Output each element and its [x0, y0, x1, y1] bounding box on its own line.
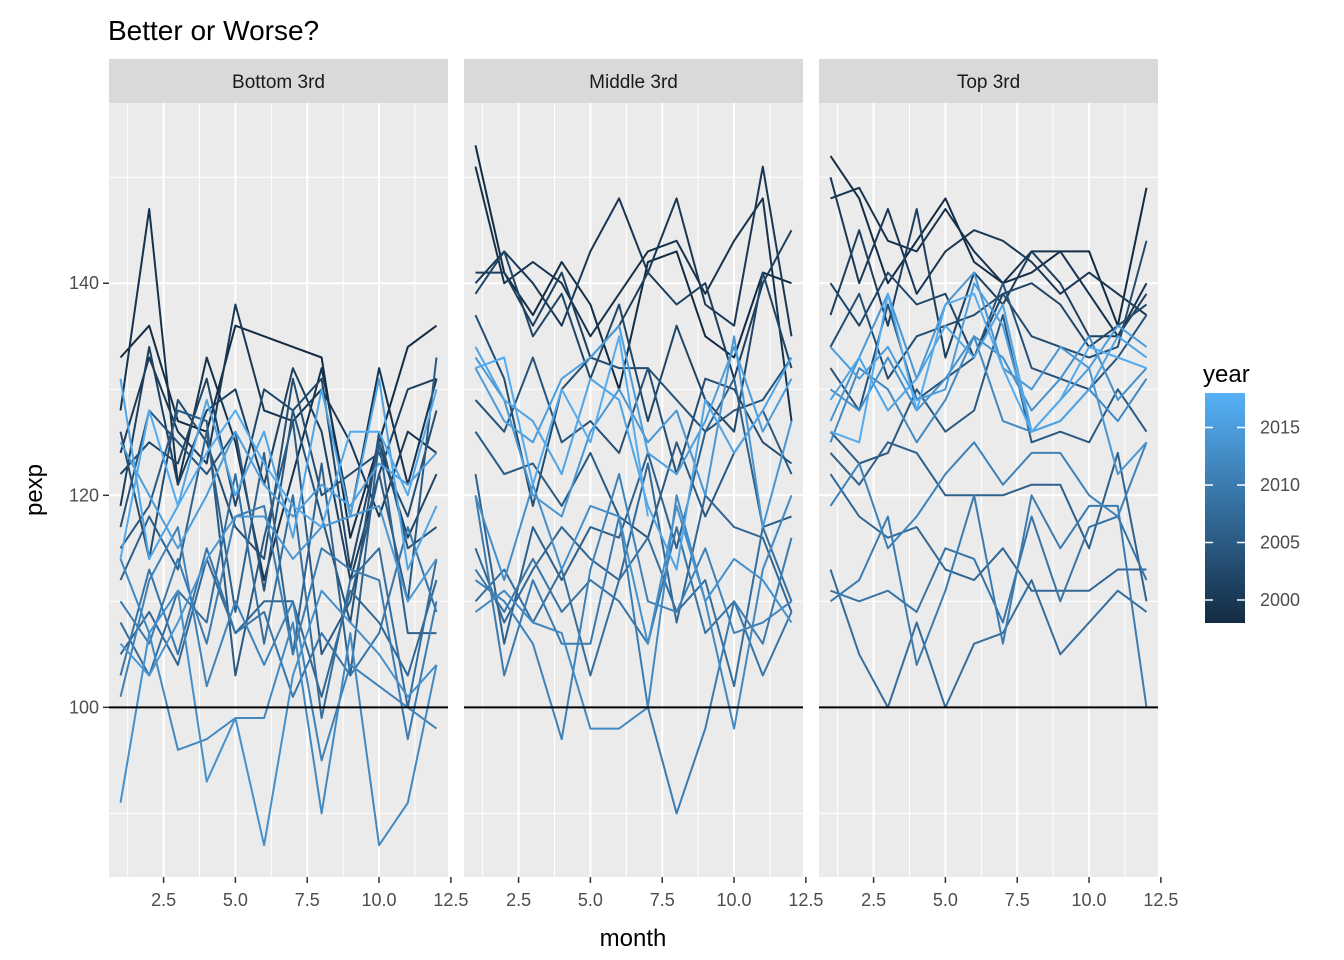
series-line-2011 [474, 473, 793, 741]
facet-1: Middle 3rd 2.5 5.0 7.5 10.0 12.5 [464, 59, 823, 910]
series-line-2017 [830, 292, 1147, 444]
legend-tick-label: 2000 [1260, 590, 1300, 610]
x-axis-title: month [600, 925, 667, 952]
series-line-2011 [119, 526, 438, 762]
x-tick-label: 2.5 [506, 890, 531, 910]
series-line-2009 [474, 526, 793, 677]
series-line-2000 [829, 176, 1148, 316]
facet-2: Top 3rd 2.5 5.0 7.5 10.0 12.5 [819, 59, 1178, 910]
x-tick-label: 7.5 [650, 890, 675, 910]
x-tick-label: 2.5 [861, 890, 886, 910]
x-tick-label: 12.5 [1143, 890, 1178, 910]
legend-title: year [1203, 361, 1250, 388]
series-line-2009 [830, 515, 1148, 624]
facet-strip-label: Top 3rd [957, 72, 1020, 93]
facet-strip [109, 59, 448, 103]
series-line-1999 [830, 186, 1148, 338]
x-tick-label: 10.0 [1072, 890, 1107, 910]
series-line-2010 [119, 504, 438, 741]
series-line-2010 [829, 494, 1148, 708]
series-line-1998 [474, 145, 792, 391]
x-tick-label: 5.0 [578, 890, 603, 910]
facet-strip-label: Middle 3rd [589, 72, 678, 93]
legend-colorbar [1205, 393, 1245, 623]
series-line-2002 [829, 271, 1148, 359]
series-line-2000 [474, 165, 793, 337]
legend-tick-label: 2005 [1260, 533, 1300, 553]
series-line-2011 [829, 441, 1148, 550]
series-line-2009 [119, 526, 438, 698]
series-line-2013 [829, 335, 1148, 412]
series-line-2013 [119, 589, 438, 847]
x-tick-label: 7.5 [295, 890, 320, 910]
x-tick-label: 12.5 [433, 890, 468, 910]
x-tick-label: 12.5 [788, 890, 823, 910]
series-line-2006 [829, 441, 1148, 602]
legend-tick-label: 2010 [1260, 475, 1300, 495]
facet-strip [819, 59, 1158, 103]
x-tick-label: 7.5 [1005, 890, 1030, 910]
series-line-2002 [119, 377, 438, 571]
y-tick-label: 100 [69, 697, 99, 717]
series-line-2015 [474, 324, 793, 476]
series-line-2008 [119, 473, 438, 719]
series-line-2014 [119, 504, 438, 677]
chart-title: Better or Worse? [108, 15, 319, 46]
legend-tick-label: 2015 [1260, 418, 1300, 438]
series-line-2012 [119, 558, 438, 847]
series-line-2014 [474, 335, 793, 529]
y-axis-title: pexp [21, 464, 48, 516]
panel-background [109, 103, 448, 877]
facet-strip [464, 59, 803, 103]
series-line-2013 [474, 483, 793, 645]
facet-0: Bottom 3rd 2.5 5.0 7.5 10.0 12.5 100 120 140 [69, 59, 468, 910]
series-line-2012 [829, 335, 1148, 444]
series-line-2000 [119, 303, 438, 518]
series-line-2015 [119, 430, 438, 550]
series-line-2007 [119, 557, 438, 698]
series-line-1998 [829, 155, 1148, 327]
panel-background [819, 103, 1158, 877]
series-line-2017 [119, 389, 438, 560]
series-line-2005 [119, 357, 438, 677]
series-line-2006 [474, 377, 792, 645]
series-line-2007 [474, 462, 793, 624]
series-line-2005 [829, 314, 1148, 465]
series-line-1999 [119, 208, 438, 582]
series-line-2004 [474, 356, 793, 454]
series-line-1998 [119, 324, 438, 539]
series-line-2006 [119, 430, 437, 677]
series-line-2017 [475, 335, 649, 517]
series-line-2015 [829, 282, 1148, 433]
legend: year 2000 2005 2010 2015 [1203, 361, 1300, 623]
series-line-2010 [474, 495, 793, 815]
x-tick-label: 5.0 [223, 890, 248, 910]
x-tick-label: 10.0 [717, 890, 752, 910]
series-line-1999 [474, 166, 793, 422]
series-line-2008 [474, 526, 793, 688]
series-line-2003 [474, 314, 793, 507]
series-line-2016 [474, 346, 793, 571]
x-tick-label: 10.0 [362, 890, 397, 910]
series-line-2008 [829, 569, 1148, 709]
facet-strip-label: Bottom 3rd [232, 72, 325, 93]
x-tick-label: 2.5 [151, 890, 176, 910]
panel-background [464, 103, 803, 877]
series-line-2014 [829, 271, 1148, 476]
y-tick-label: 140 [69, 273, 99, 293]
x-tick-label: 5.0 [933, 890, 958, 910]
series-line-2012 [474, 494, 793, 730]
facet-panels: Bottom 3rd 2.5 5.0 7.5 10.0 12.5 100 120 140 Midd… [69, 59, 1178, 910]
series-line-2001 [829, 208, 1148, 359]
y-tick-label: 120 [69, 485, 99, 505]
